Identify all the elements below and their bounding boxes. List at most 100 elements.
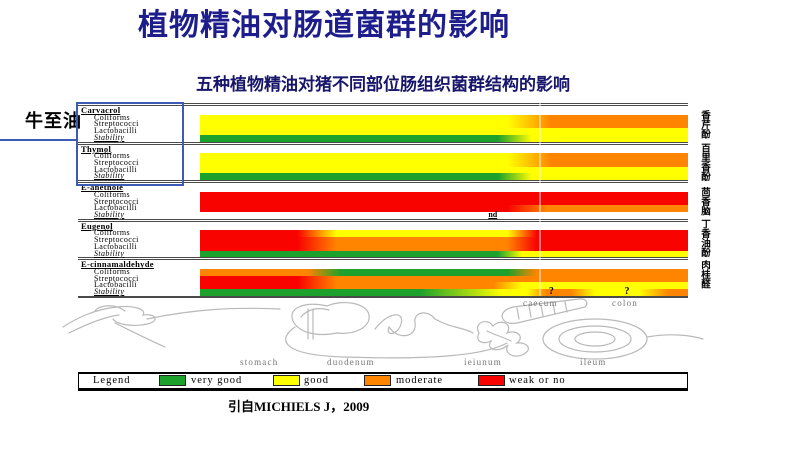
bacteria-row-label: Streptococci	[94, 157, 139, 167]
effect-bar	[200, 230, 688, 238]
nd-annotation: nd	[488, 210, 498, 220]
oil-group-name: Eugenol	[81, 220, 113, 231]
bacteria-row: Coliforms	[78, 228, 688, 238]
effect-bar	[200, 237, 688, 244]
bacteria-row: Coliforms	[78, 266, 688, 276]
bacteria-row-label: Stability	[94, 210, 125, 220]
bacteria-row: Streptococci	[78, 196, 688, 206]
oil-name-cn-4: 丁香油酚	[699, 219, 710, 257]
anatomy-label-ieiunum: ieiunum	[464, 357, 502, 367]
legend-item-label: good	[304, 375, 329, 386]
oil-group-name: E-cinnamaldehyde	[81, 259, 154, 270]
effect-bar	[200, 205, 688, 213]
oil-name-cn-5: 肉桂醛	[699, 260, 710, 289]
effect-bar	[200, 250, 688, 258]
callout-highlight-box	[76, 102, 184, 186]
legend-item-label: very good	[191, 375, 243, 386]
effect-bar: ??	[200, 286, 688, 298]
oil-name-cn-2: 百里香酚	[699, 143, 710, 181]
bacteria-row: Stability	[78, 248, 688, 258]
bacteria-row-label: Coliforms	[94, 228, 131, 238]
anatomy-label-colon: colon	[612, 298, 638, 308]
effect-bar	[200, 166, 688, 174]
oil-group-name: Thymol	[81, 143, 112, 154]
region-divider-line	[539, 103, 541, 296]
effect-bar	[200, 121, 688, 129]
anatomy-label-duodenum: duodenum	[327, 357, 375, 367]
effect-bar	[200, 268, 688, 276]
bacteria-row-label: Streptococci	[94, 235, 139, 245]
bacteria-row-label: Coliforms	[94, 112, 131, 122]
oil-group-e-cinnamaldehyde: E-cinnamaldehyde Coliforms Streptococci Lac…	[78, 257, 688, 298]
bacteria-row-label: Lactobacilli	[94, 241, 138, 251]
legend-bar: Legend very good good moderate weak or no	[78, 372, 688, 391]
anatomy-label-caecum: caecum	[523, 298, 558, 308]
bacteria-row-label: Streptococci	[94, 273, 139, 283]
bacteria-row-label: Lactobacilli	[94, 126, 138, 136]
bacteria-row-label: Coliforms	[94, 266, 131, 276]
oregano-oil-callout: 牛至油	[25, 111, 82, 131]
page-title: 植物精油对肠道菌群的影响	[138, 9, 510, 42]
effect-bar	[200, 243, 688, 251]
oil-name-cn-3: 茴香脑	[699, 187, 710, 216]
bacteria-row: Lactobacilli	[78, 126, 688, 136]
effect-bar	[200, 159, 688, 167]
question-mark-annotation: ?	[624, 286, 630, 298]
bacteria-row: Streptococci	[78, 235, 688, 245]
oil-name-cn-1: 香芹酚	[699, 110, 710, 139]
legend-item-label: moderate	[396, 375, 444, 386]
anatomy-label-ileum: ileum	[580, 357, 607, 367]
bacteria-row: Stability??	[78, 286, 688, 298]
bacteria-row: Streptococci	[78, 119, 688, 129]
bacteria-row-label: Coliforms	[94, 189, 131, 199]
chart-title: 五种植物精油对猪不同部位肠组织菌群结构的影响	[196, 75, 570, 94]
citation: 引自MICHIELS J，2009	[228, 399, 370, 414]
bacteria-row: Lactobacilli	[78, 280, 688, 290]
legend-swatch-orange	[364, 375, 391, 386]
bacteria-row: Coliforms	[78, 112, 688, 122]
question-mark-annotation: ?	[548, 286, 554, 298]
effect-bar	[200, 282, 688, 290]
bacteria-row-label: Streptococci	[94, 196, 139, 206]
anatomy-label-stomach: stomach	[240, 357, 279, 367]
pig-gut-sketch	[62, 298, 704, 360]
effect-bar	[200, 191, 688, 199]
oil-group-carvacrol: Carvacrol Coliforms Streptococci Lactobacil…	[78, 103, 688, 142]
bacteria-row: Coliforms	[78, 151, 688, 161]
bacteria-row: Stability nd	[78, 210, 688, 220]
legend-item-label: weak or no	[509, 375, 566, 386]
oil-group-eugenol: Eugenol Coliforms Streptococci Lactobacilli…	[78, 218, 688, 258]
bacteria-row-label: Coliforms	[94, 151, 131, 161]
legend-title: Legend	[93, 375, 131, 386]
oil-group-e-anethole: E-anethole Coliforms Streptococci Lactobaci…	[78, 180, 688, 219]
oil-group-name: Carvacrol	[81, 105, 121, 115]
bacteria-row-label: Lactobacilli	[94, 280, 138, 290]
oil-group-name: E-anethole	[81, 182, 124, 193]
legend-swatch-green	[159, 375, 186, 386]
effect-bar	[200, 128, 688, 135]
bacteria-row: Coliforms	[78, 189, 688, 199]
bacteria-row-label: Stability	[94, 171, 125, 181]
legend-swatch-red	[478, 375, 505, 386]
bacteria-row-label: Streptococci	[94, 119, 139, 129]
effect-bar: nd	[200, 210, 688, 220]
bacteria-row-label: Stability	[94, 287, 125, 297]
bacteria-row-label: Lactobacilli	[94, 203, 138, 213]
effect-bar	[200, 198, 688, 206]
callout-connector-line	[0, 139, 77, 141]
oil-group-thymol: Thymol Coliforms Streptococci Lactobacilli S…	[78, 141, 688, 181]
bacteria-row: Stability	[78, 171, 688, 181]
bacteria-row: Lactobacilli	[78, 203, 688, 213]
effect-bar	[200, 275, 688, 283]
bacteria-row: Streptococci	[78, 273, 688, 283]
effect-bar	[200, 153, 688, 160]
bacteria-row-label: Stability	[94, 248, 125, 258]
legend-swatch-yellow	[273, 375, 300, 386]
bacteria-row: Lactobacilli	[78, 241, 688, 251]
bacteria-row-label: Lactobacilli	[94, 164, 138, 174]
effect-bar	[200, 114, 688, 122]
effect-bar	[200, 173, 688, 181]
bacteria-row-label: Stability	[94, 132, 125, 142]
effect-bar	[200, 134, 688, 142]
